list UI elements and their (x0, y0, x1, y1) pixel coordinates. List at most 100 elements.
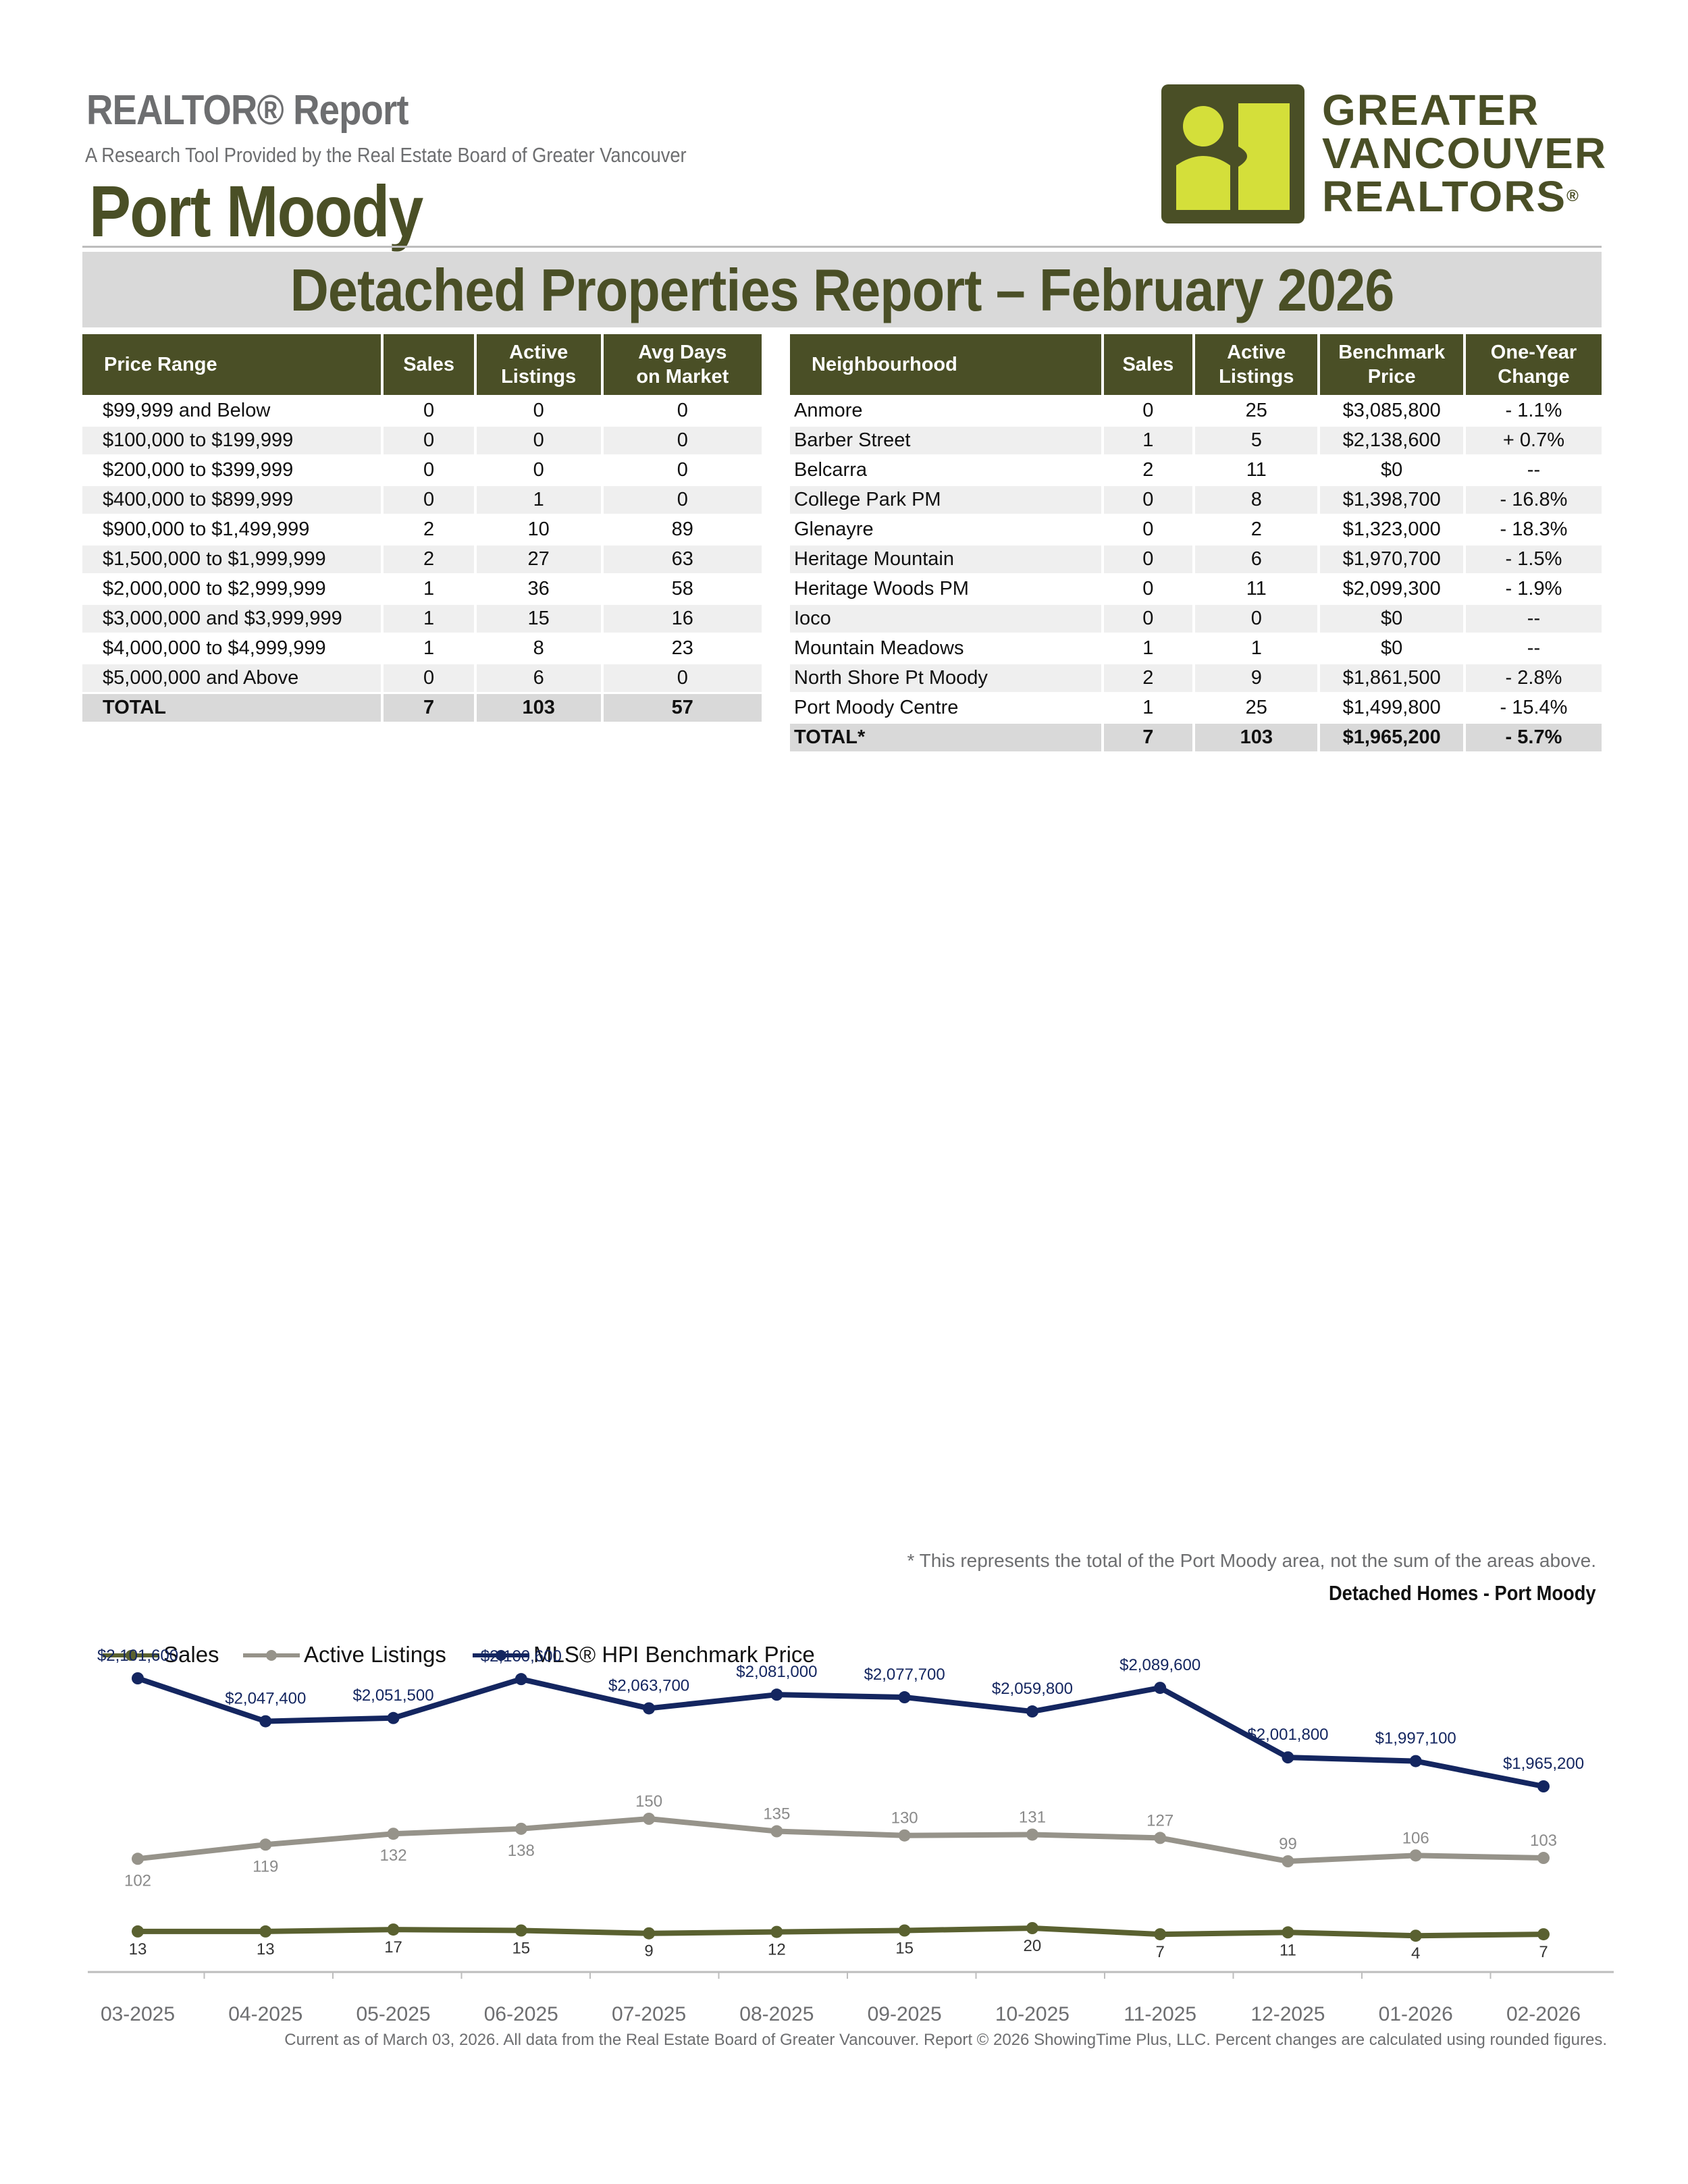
table-cell: -- (1527, 637, 1541, 659)
data-point (1537, 1928, 1550, 1941)
table-row: $3,000,000 and $3,999,999 1 15 16 (82, 605, 762, 633)
table-cell: 23 (671, 637, 693, 659)
logo-registered-mark: ® (1566, 187, 1580, 205)
data-label: 106 (1402, 1829, 1429, 1847)
data-point (1026, 1705, 1038, 1718)
total-footnote: * This represents the total of the Port … (907, 1550, 1596, 1571)
x-tick-label: 06-2025 (484, 2003, 558, 2025)
table-cell: $1,500,000 to $1,999,999 (82, 545, 381, 573)
table-cell: $0 (1381, 459, 1403, 481)
legend-benchmark-label: MLS® HPI Benchmark Price (533, 1642, 815, 1667)
table-row: Barber Street 1 5 $2,138,600 + 0.7% (790, 427, 1602, 454)
table-cell: 8 (533, 637, 544, 659)
col-avg-days: Avg Days on Market (603, 334, 762, 395)
col-one-year-change-label: One-Year Change (1490, 342, 1577, 388)
data-label: $2,059,800 (992, 1680, 1073, 1698)
x-tick-label: 09-2025 (868, 2003, 942, 2025)
table-cell: Anmore (794, 400, 863, 421)
x-tick-label: 01-2026 (1379, 2003, 1453, 2025)
data-label: $1,965,200 (1503, 1755, 1584, 1773)
table-cell: 36 (527, 578, 550, 600)
logo-wordmark: GREATER VANCOUVER REALTORS® (1322, 88, 1607, 218)
table-cell: 0 (603, 427, 762, 454)
table-cell: 0 (423, 400, 435, 421)
table-cell: 0 (384, 664, 474, 692)
table-cell: 5 (1195, 427, 1318, 454)
x-tick-label: 04-2025 (228, 2003, 302, 2025)
table-total-row: TOTAL 7 103 57 (82, 694, 762, 722)
table-cell: 1 (423, 637, 435, 659)
x-tick-label: 10-2025 (995, 2003, 1070, 2025)
table-cell: 0 (603, 486, 762, 514)
x-tick-label: 08-2025 (739, 2003, 814, 2025)
table-cell: 1 (1142, 697, 1154, 718)
table-cell: 58 (671, 578, 693, 600)
table-cell: 0 (1142, 578, 1154, 600)
col-active-listings: Active Listings (1195, 334, 1318, 395)
data-point (1537, 1852, 1550, 1865)
table-cell: North Shore Pt Moody (790, 664, 1101, 692)
neighbourhood-table: Neighbourhood Sales Active Listings Benc… (787, 332, 1604, 753)
series-line-1 (137, 1816, 1544, 1864)
col-sales: Sales (1103, 334, 1193, 395)
table-cell: 2 (384, 545, 474, 573)
col-active-listings-label: Active Listings (501, 342, 577, 388)
table-row: Ioco 0 0 $0 -- (790, 605, 1602, 633)
table-cell: $1,499,800 (1342, 697, 1441, 718)
table-cell: $3,000,000 and $3,999,999 (82, 605, 381, 633)
data-point (515, 1822, 527, 1835)
table-cell: 10 (527, 518, 550, 540)
table-cell: 2 (1103, 664, 1193, 692)
table-cell: - 1.1% (1505, 400, 1562, 421)
data-point (259, 1925, 272, 1938)
table-cell: $2,138,600 (1320, 427, 1463, 454)
table-cell: Port Moody Centre (794, 697, 959, 718)
data-point (132, 1853, 144, 1865)
table-cell: 0 (1103, 545, 1193, 573)
table-cell: 0 (423, 459, 435, 481)
data-label: 7 (1156, 1943, 1165, 1961)
data-label: 13 (257, 1940, 275, 1959)
table-cell: 6 (476, 664, 601, 692)
table-row: Heritage Mountain 0 6 $1,970,700- 1.5% (790, 545, 1602, 573)
data-point (1026, 1922, 1038, 1934)
price-range-table: Price Range Sales Active Listings Avg Da… (80, 332, 764, 724)
data-label: 150 (635, 1792, 662, 1811)
table-cell: $2,099,300 (1342, 578, 1441, 600)
col-active-listings: Active Listings (476, 334, 601, 395)
area-title: Port Moody (89, 170, 423, 252)
data-point (1282, 1751, 1294, 1764)
data-point (259, 1838, 272, 1851)
table-cell: $1,398,700 (1320, 486, 1463, 514)
data-point (1537, 1780, 1550, 1792)
data-point (515, 1924, 527, 1937)
table-row: $4,000,000 to $4,999,999 1 8 23 (82, 635, 762, 662)
table-cell: - 1.5% (1465, 545, 1602, 573)
table-cell: $3,085,800 (1342, 400, 1441, 421)
total-cell: 103 (1195, 724, 1318, 751)
data-label: 12 (768, 1941, 786, 1959)
table-cell: 0 (1195, 605, 1318, 633)
table-row: $100,000 to $199,999 0 0 0 (82, 427, 762, 454)
table-row: $5,000,000 and Above 0 6 0 (82, 664, 762, 692)
logo-line-1: GREATER (1322, 86, 1540, 134)
table-row: $200,000 to $399,999 0 0 0 (82, 456, 762, 484)
table-cell: 89 (671, 518, 693, 540)
data-label: $2,089,600 (1119, 1656, 1201, 1674)
data-label: 11 (1280, 1941, 1296, 1959)
total-cell: TOTAL* (790, 724, 1101, 751)
table-cell: 0 (476, 427, 601, 454)
table-cell: $2,000,000 to $2,999,999 (103, 578, 326, 600)
report-subtitle: A Research Tool Provided by the Real Est… (85, 143, 687, 167)
data-point (643, 1927, 656, 1940)
data-label: 135 (763, 1805, 790, 1823)
col-neighbourhood: Neighbourhood (790, 334, 1101, 395)
data-label: 4 (1411, 1944, 1420, 1963)
data-point (132, 1925, 144, 1938)
data-label: 130 (891, 1809, 918, 1828)
table-cell: 25 (1245, 697, 1267, 718)
total-cell: 57 (603, 694, 762, 722)
table-cell: 11 (1246, 578, 1267, 600)
total-cell: $1,965,200 (1320, 724, 1463, 751)
table-cell: - 16.8% (1465, 486, 1602, 514)
